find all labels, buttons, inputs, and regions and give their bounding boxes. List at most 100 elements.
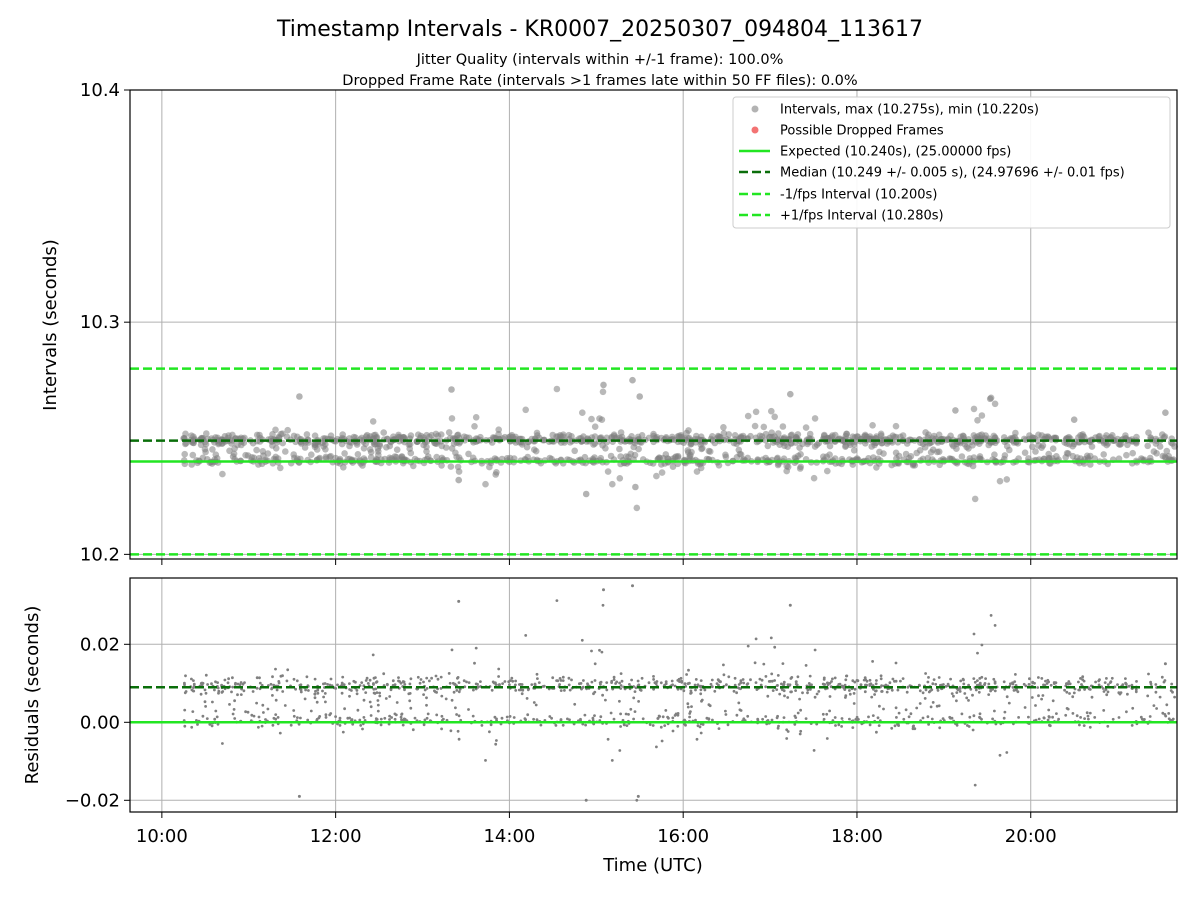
residual-point [183,708,187,712]
residual-point [561,679,565,682]
residual-point [242,689,246,693]
interval-point [1039,442,1047,449]
residual-point [950,692,954,695]
residual-point [372,676,376,680]
residual-point [329,677,333,681]
residual-point [1065,707,1069,710]
residual-point [852,692,856,695]
interval-point [709,433,716,440]
residual-point [888,681,892,685]
residual-point [934,682,938,686]
residuals-reference-lines [130,685,1177,724]
residual-point [233,717,237,720]
residual-point [260,724,264,728]
residual-point [619,725,622,728]
interval-point [774,454,781,462]
residual-point [891,677,895,681]
residual-point [632,696,636,700]
residual-point [579,682,583,685]
residual-point [857,718,860,721]
residual-point [782,716,786,719]
residual-point [563,689,566,692]
residual-point [813,648,817,652]
residual-point [598,681,602,685]
residual-point [653,681,657,685]
interval-point [878,439,886,447]
residual-point [484,759,487,762]
residual-point [658,715,662,718]
residual-point [865,683,868,687]
residual-point [786,683,790,686]
residual-point [459,718,463,722]
residual-point [228,703,231,706]
interval-point [802,424,810,431]
residual-point [753,661,757,665]
residual-point [250,713,254,717]
interval-point [911,462,919,469]
interval-point [958,453,966,460]
interval-point [472,414,480,421]
interval-point [752,408,760,416]
interval-point [877,430,885,438]
residual-point [221,742,224,745]
residual-point [679,676,683,680]
residual-point [828,695,832,698]
residual-point [281,690,285,693]
residual-point [701,723,705,726]
interval-point [991,434,999,441]
residual-point [944,685,948,688]
residual-point [634,686,638,690]
interval-point [423,431,431,439]
residual-point [828,709,831,713]
residual-point [678,680,681,683]
residual-point [1127,684,1131,688]
residual-point [348,694,351,698]
residual-point [1106,724,1110,728]
interval-point [1000,434,1008,441]
residual-point [618,681,621,685]
residual-point [372,683,375,686]
residual-point [503,680,507,683]
residual-point [355,689,359,692]
interval-point [1025,455,1032,462]
residual-point [567,676,571,680]
residual-point [593,714,596,717]
residual-point [909,712,913,716]
intervals-y-tick-label: 10.4 [80,80,120,101]
residual-point [636,679,640,683]
residual-point [733,676,737,680]
residual-point [904,708,908,712]
residual-point [508,683,511,687]
residual-point [713,689,717,693]
residual-point [236,693,239,697]
residual-point [232,708,236,711]
residual-point [1135,680,1138,683]
interval-point [322,453,330,461]
interval-point [685,449,692,456]
residual-point [1041,694,1045,697]
residual-point [1063,688,1066,692]
residual-point [833,716,837,719]
residual-point [896,688,900,692]
residual-point [246,710,250,714]
residual-point [1160,675,1164,679]
residual-point [397,676,400,679]
interval-point [523,443,531,451]
residual-point [754,637,758,641]
residual-point [1075,714,1079,718]
residual-point [893,679,896,683]
residual-point [1042,683,1045,687]
residual-point [989,689,992,693]
interval-point [617,429,625,436]
residual-point [789,690,793,694]
chart-subtitle-dropped: Dropped Frame Rate (intervals >1 frames … [342,73,857,89]
residual-point [639,689,643,692]
residual-point [894,661,898,665]
interval-point [353,441,361,448]
residual-point [1140,717,1144,721]
residual-point [656,717,660,720]
residual-point [214,680,217,684]
residual-point [699,679,703,682]
residual-point [401,723,405,727]
residual-point [924,688,928,692]
